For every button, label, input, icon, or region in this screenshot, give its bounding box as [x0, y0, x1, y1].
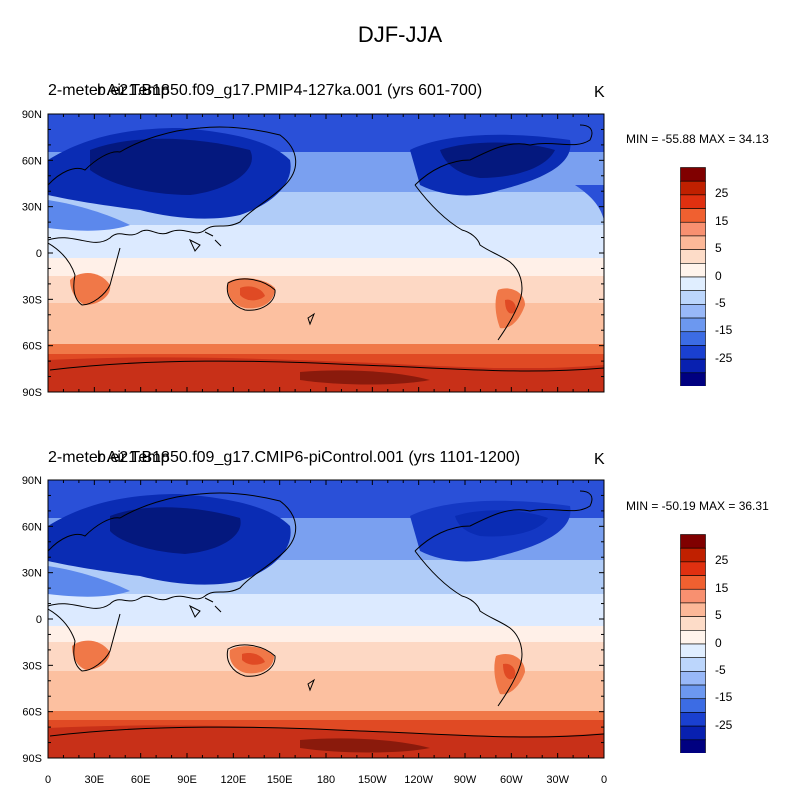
panel-bottom-left-title: 2-meter Air Temp	[48, 449, 170, 466]
colorbar-box	[680, 575, 706, 590]
colorbar-box	[680, 331, 706, 346]
panel-top-lat-tick-label: 60N	[22, 155, 42, 167]
colorbar-box	[680, 167, 706, 182]
panel-bottom-lat-tick-label: 90S	[22, 753, 42, 765]
colorbar-box	[680, 547, 706, 563]
figure-title: DJF-JJA	[357, 22, 443, 47]
colorbar-box	[680, 698, 706, 713]
colorbar-box	[680, 630, 706, 645]
panel-top-lat-tick-label: 90N	[22, 109, 42, 121]
colorbar-box	[680, 712, 706, 727]
colorbar-tick-label: -15	[715, 323, 733, 338]
colorbar-box	[680, 317, 706, 333]
colorbar-tick-label: -25	[715, 350, 733, 365]
colorbar-box	[680, 671, 706, 686]
colorbar-box	[680, 372, 706, 386]
colorbar-box	[680, 561, 706, 576]
panel-bottom-lon-tick-label: 180	[317, 774, 335, 786]
colorbar-box	[680, 180, 706, 196]
colorbar-box	[680, 290, 706, 305]
panel-bottom-case-title: b.e21.B1850.f09_g17.CMIP6-piControl.001 …	[97, 449, 521, 466]
colorbar-tick-label: 25	[715, 186, 729, 201]
colorbar-box	[680, 643, 706, 658]
colorbar-box	[680, 249, 706, 264]
colorbar-box	[680, 684, 706, 700]
panel-bottom-units: K	[594, 451, 605, 468]
panel-bottom: 2-meter Air Temp b.e21.B1850.f09_g17.CMI…	[0, 366, 800, 800]
panel-bottom-lat-tick-label: 60N	[22, 521, 42, 533]
colorbar-box	[680, 208, 706, 223]
colorbar-box	[680, 221, 706, 237]
colorbar-box	[680, 345, 706, 360]
panel-bottom-lon-tick-label: 120E	[220, 774, 246, 786]
panel-bottom-coastlines	[48, 490, 604, 738]
panel-bottom-lat-tick-label: 60S	[22, 707, 42, 719]
colorbar-box	[680, 588, 706, 604]
panel-bottom-lon-tick-label: 90E	[177, 774, 197, 786]
panel-top-case-title: b.e21.B1850.f09_g17.PMIP4-127ka.001 (yrs…	[97, 82, 483, 99]
panel-top-map: 90N60N30N030S60S90S030E60E90E120E150E180…	[22, 109, 605, 399]
panel-bottom-lat-tick-label: 30N	[22, 568, 42, 580]
panel-top-lat-tick-label: 0	[36, 248, 42, 260]
panel-bottom-minmax: MIN = -50.19 MAX = 36.31	[626, 499, 769, 513]
panel-bottom-lon-tick-label: 0	[45, 774, 51, 786]
colorbar-box	[680, 235, 706, 250]
colorbar-tick-label: 0	[715, 635, 722, 650]
panel-top-lat-tick-label: 60S	[22, 341, 42, 353]
panel-bottom-colorbar	[680, 534, 706, 753]
panel-top: 2-meter Air Temp b.e21.B1850.f09_g17.PMI…	[22, 82, 769, 399]
panel-top-left-title: 2-meter Air Temp	[48, 82, 170, 99]
panel-bottom-lat-tick-label: 30S	[22, 660, 42, 672]
colorbar-tick-label: 5	[715, 241, 722, 256]
panel-bottom-lon-tick-label: 150W	[358, 774, 387, 786]
colorbar-box	[680, 194, 706, 209]
colorbar-box	[680, 276, 706, 291]
panel-bottom-lon-tick-label: 150E	[267, 774, 293, 786]
panel-top-colorbar	[680, 167, 706, 386]
panel-bottom-lat-tick-label: 90N	[22, 475, 42, 487]
colorbar-tick-label: -5	[715, 662, 726, 677]
colorbar-tick-label: 25	[715, 553, 729, 568]
panel-top-temperature-field	[48, 114, 604, 392]
colorbar-tick-label: 0	[715, 268, 722, 283]
panel-bottom-temperature-field	[48, 480, 604, 758]
panel-bottom-lon-tick-label: 30W	[546, 774, 569, 786]
colorbar-tick-label: -5	[715, 295, 726, 310]
panel-bottom-lon-tick-label: 30E	[85, 774, 105, 786]
panel-bottom-lon-tick-label: 0	[601, 774, 607, 786]
colorbar-box	[680, 725, 706, 741]
colorbar-tick-label: -15	[715, 690, 733, 705]
panel-bottom-lon-tick-label: 90W	[454, 774, 477, 786]
panel-bottom-lon-tick-label: 60W	[500, 774, 523, 786]
panel-bottom-lon-tick-label: 120W	[404, 774, 433, 786]
colorbar-box	[680, 534, 706, 549]
panel-top-coastlines	[48, 124, 604, 372]
colorbar-box	[680, 739, 706, 753]
panel-top-lat-tick-label: 30S	[22, 294, 42, 306]
panel-bottom-lat-tick-label: 0	[36, 614, 42, 626]
panel-top-units: K	[594, 84, 605, 101]
colorbar-box	[680, 263, 706, 278]
colorbar-tick-label: 15	[715, 213, 729, 228]
colorbar-tick-label: -25	[715, 717, 733, 732]
colorbar-box	[680, 657, 706, 672]
panel-top-lat-tick-label: 30N	[22, 202, 42, 214]
colorbar-box	[680, 304, 706, 319]
panel-top-lat-tick-label: 90S	[22, 387, 42, 399]
colorbar-tick-label: 15	[715, 580, 729, 595]
panel-top-minmax: MIN = -55.88 MAX = 34.13	[626, 132, 769, 146]
colorbar-box	[680, 602, 706, 617]
panel-bottom-lon-tick-label: 60E	[131, 774, 151, 786]
panel-top-axes: 90N60N30N030S60S90S030E60E90E120E150E180…	[22, 109, 605, 399]
colorbar-box	[680, 616, 706, 631]
colorbar-tick-label: 5	[715, 608, 722, 623]
